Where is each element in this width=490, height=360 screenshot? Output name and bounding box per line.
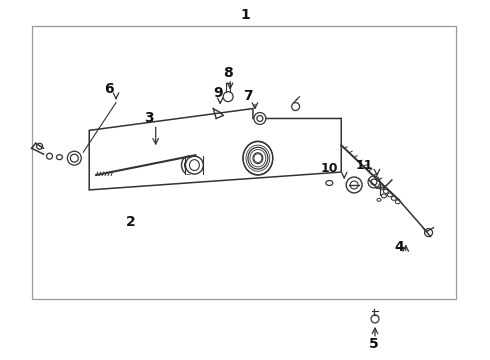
Circle shape (254, 113, 266, 125)
Text: 9: 9 (214, 86, 223, 100)
Circle shape (37, 143, 43, 149)
Circle shape (371, 315, 379, 323)
Ellipse shape (185, 156, 203, 174)
Ellipse shape (184, 160, 193, 170)
Circle shape (425, 229, 433, 237)
Ellipse shape (388, 193, 392, 197)
Circle shape (292, 103, 299, 111)
Text: 5: 5 (369, 337, 379, 351)
Ellipse shape (56, 155, 62, 159)
Ellipse shape (181, 156, 196, 174)
Text: 11: 11 (355, 159, 373, 172)
Circle shape (350, 181, 358, 189)
Text: 2: 2 (126, 215, 136, 229)
Circle shape (68, 151, 81, 165)
Circle shape (371, 179, 377, 185)
Circle shape (223, 92, 233, 102)
Bar (185, 156, 203, 174)
Text: 7: 7 (243, 89, 253, 103)
Ellipse shape (243, 141, 273, 175)
Text: 6: 6 (104, 82, 114, 96)
Circle shape (71, 154, 78, 162)
Ellipse shape (248, 147, 268, 169)
Circle shape (346, 177, 362, 193)
Ellipse shape (381, 194, 387, 198)
Bar (32, 26, 456, 299)
Ellipse shape (190, 159, 199, 171)
Ellipse shape (392, 196, 396, 201)
Circle shape (368, 176, 380, 188)
Text: 1: 1 (240, 8, 250, 22)
Text: 8: 8 (223, 66, 233, 80)
Text: 4: 4 (394, 240, 404, 255)
Ellipse shape (326, 180, 333, 185)
Ellipse shape (383, 189, 389, 193)
Circle shape (257, 116, 263, 121)
Ellipse shape (379, 186, 385, 190)
Polygon shape (89, 109, 341, 190)
Ellipse shape (377, 198, 381, 201)
Ellipse shape (395, 200, 400, 204)
Text: 10: 10 (320, 162, 338, 175)
Circle shape (47, 153, 52, 159)
Text: 3: 3 (144, 112, 153, 126)
Ellipse shape (253, 153, 263, 164)
